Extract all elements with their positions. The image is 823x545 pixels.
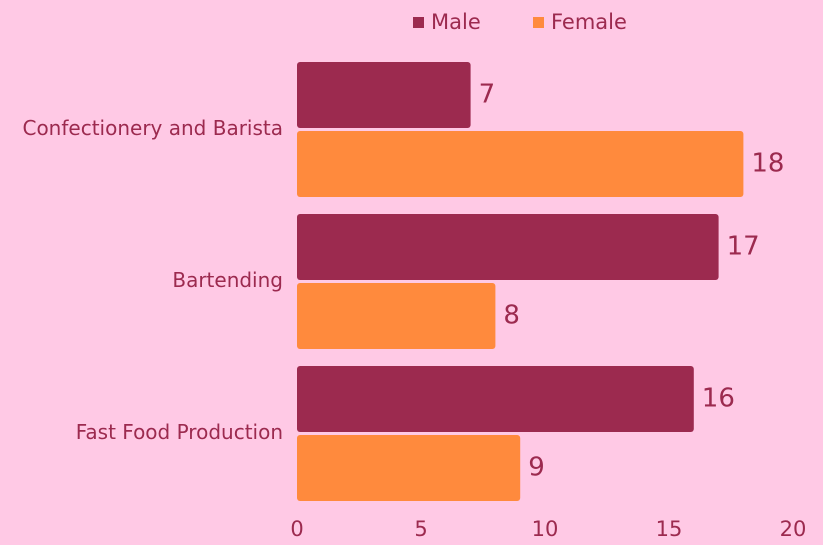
data-label: 7 bbox=[479, 80, 496, 110]
data-label: 16 bbox=[702, 384, 735, 414]
data-label: 17 bbox=[727, 232, 760, 262]
bar bbox=[297, 214, 719, 280]
x-tick-label: 15 bbox=[656, 517, 683, 541]
data-label: 9 bbox=[528, 453, 545, 483]
y-tick-label: Confectionery and Barista bbox=[22, 116, 283, 140]
bar bbox=[297, 366, 694, 432]
y-tick-label: Bartending bbox=[172, 268, 283, 292]
legend-label: Male bbox=[431, 10, 481, 34]
legend-label: Female bbox=[551, 10, 627, 34]
x-tick-label: 20 bbox=[780, 517, 807, 541]
legend-swatch bbox=[413, 17, 424, 28]
data-label: 18 bbox=[751, 149, 784, 179]
bar bbox=[297, 62, 471, 128]
bar bbox=[297, 131, 744, 197]
x-tick-label: 10 bbox=[532, 517, 559, 541]
data-label: 8 bbox=[503, 301, 520, 331]
legend-swatch bbox=[533, 17, 544, 28]
x-tick-label: 0 bbox=[290, 517, 303, 541]
y-tick-label: Fast Food Production bbox=[76, 420, 283, 444]
bar bbox=[297, 435, 521, 501]
bar bbox=[297, 283, 496, 349]
x-tick-label: 5 bbox=[414, 517, 427, 541]
